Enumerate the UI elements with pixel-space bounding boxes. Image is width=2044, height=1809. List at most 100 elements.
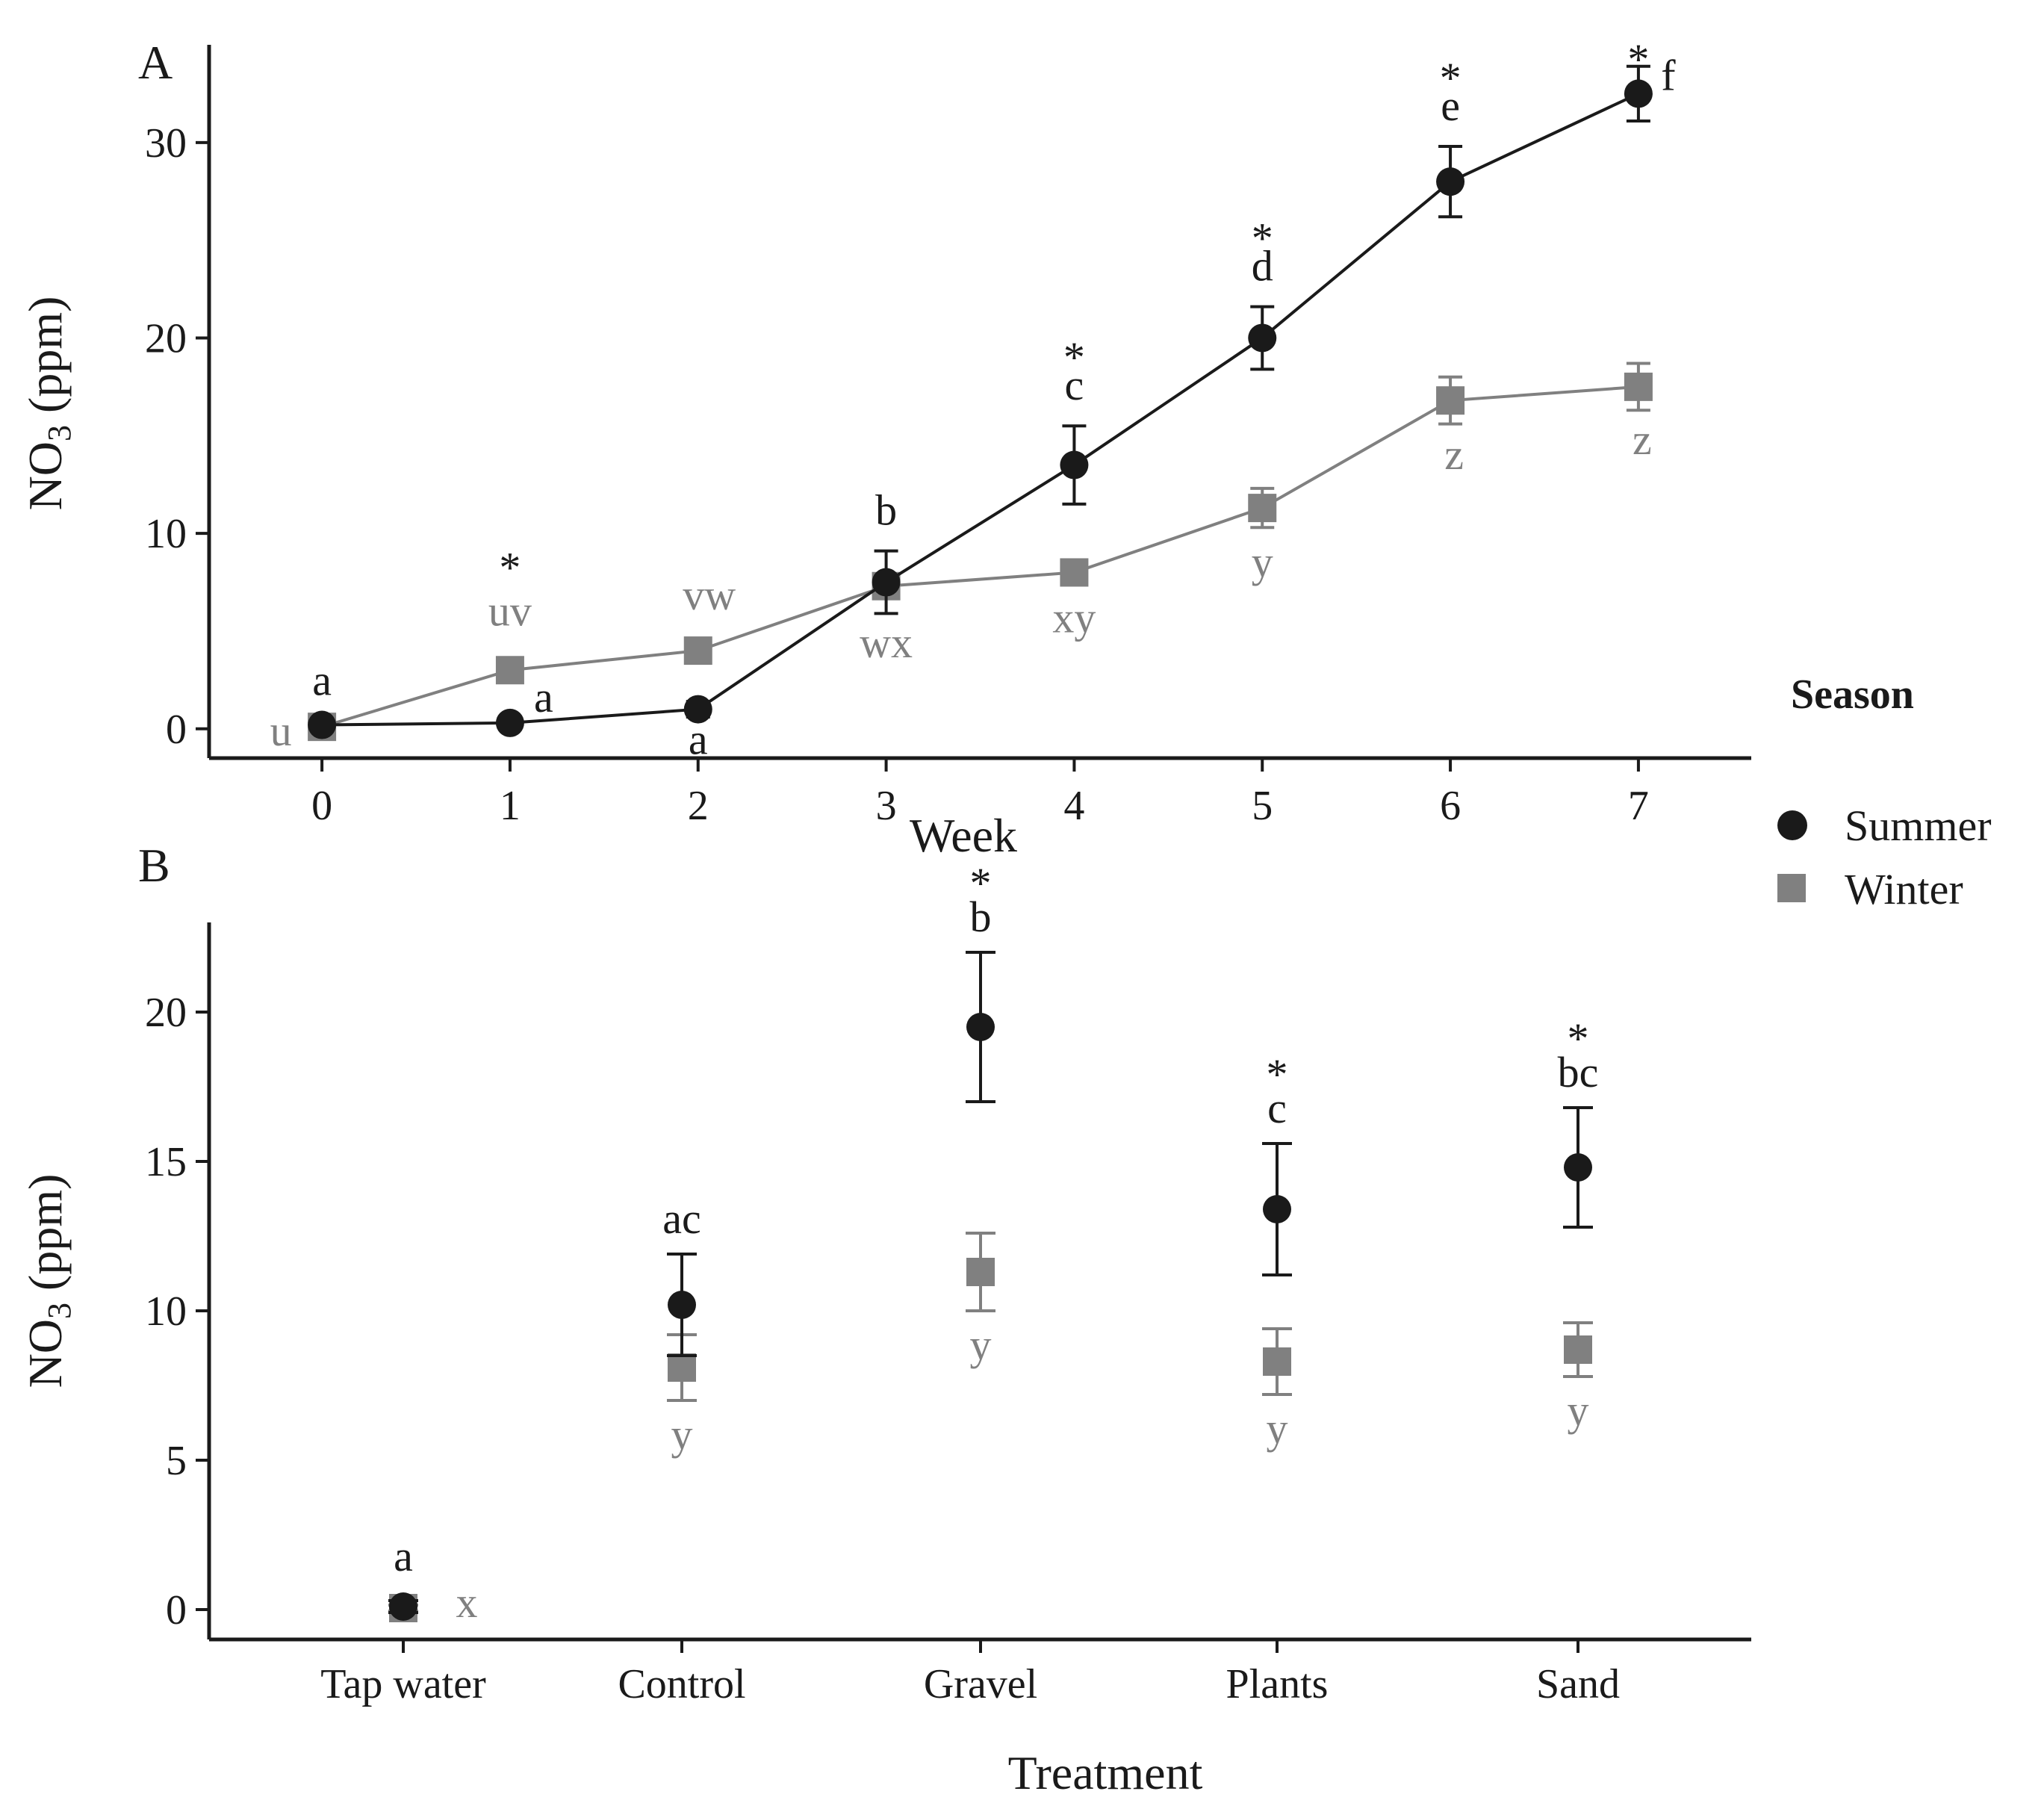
a-letter-winter: vw (683, 571, 736, 619)
a-point-summer (495, 708, 524, 737)
a-point-winter (683, 636, 712, 665)
b-letter-winter: y (1568, 1386, 1589, 1435)
b-xtick-label: Gravel (924, 1661, 1037, 1707)
b-point-summer (389, 1592, 417, 1621)
a-star-summer: * (1252, 214, 1273, 263)
b-point-summer (668, 1291, 696, 1319)
a-xtick-label: 4 (1063, 783, 1084, 829)
b-letter-winter: x (456, 1578, 478, 1627)
a-xtick-label: 6 (1440, 783, 1461, 829)
a-letter-winter: z (1444, 430, 1464, 479)
a-letter-summer: a (534, 673, 553, 722)
a-point-summer (1060, 450, 1089, 480)
b-point-summer (966, 1013, 995, 1041)
b-point-winter (966, 1258, 995, 1286)
legend-winter-marker (1777, 874, 1806, 902)
b-letter-summer: ac (662, 1194, 701, 1243)
a-line-winter (321, 385, 1639, 729)
b-ytick-label: 10 (145, 1288, 187, 1335)
a-star-summer: * (1063, 333, 1085, 382)
a-point-summer (1248, 323, 1277, 353)
a-point-winter (1436, 386, 1465, 415)
a-xtick-label: 7 (1628, 783, 1649, 829)
b-point-winter (1263, 1347, 1291, 1376)
a-letter-summer: e (1441, 81, 1460, 130)
panel-a-series (308, 64, 1653, 742)
b-star-summer: * (1568, 1014, 1589, 1063)
a-letter-summer: b (875, 486, 897, 535)
a-letter-winter: uv (488, 586, 532, 635)
b-letter-winter: y (1267, 1404, 1288, 1453)
a-point-summer (1436, 167, 1465, 196)
b-point-winter (1564, 1335, 1592, 1364)
panel-b: B 0 5 10 15 20 Tap water Control Gravel Plants S… (19, 839, 1751, 1799)
b-letter-summer: bc (1558, 1048, 1599, 1096)
a-letter-summer: d (1252, 242, 1273, 291)
legend-item-summer: Summer (1777, 801, 1992, 850)
b-ytick-label: 20 (145, 990, 187, 1036)
b-point-summer (1263, 1195, 1291, 1223)
a-ytick-label: 20 (145, 315, 187, 362)
legend-summer-marker (1777, 810, 1807, 840)
b-star-summer: * (1267, 1050, 1288, 1099)
a-xtick-label: 5 (1252, 783, 1273, 829)
a-letter-summer: c (1065, 361, 1084, 409)
a-point-winter (1248, 494, 1277, 523)
a-letter-winter: xy (1052, 593, 1096, 642)
panel-a-label: A (138, 36, 173, 89)
panel-b-y-ticks: 0 5 10 15 20 (145, 990, 209, 1633)
a-point-summer (683, 695, 712, 724)
a-letter-winter: z (1633, 415, 1652, 464)
a-star-summer: * (1627, 35, 1649, 84)
panel-b-x-ticks: Tap water Control Gravel Plants Sand (320, 1639, 1620, 1707)
panel-b-series (388, 951, 1593, 1622)
legend-winter-label: Winter (1845, 865, 1963, 913)
a-star-winter: * (499, 543, 521, 592)
panel-a-y-ticks: 0 10 20 30 (145, 120, 209, 753)
panel-b-label: B (138, 839, 170, 892)
a-ytick-label: 0 (166, 707, 187, 753)
a-point-winter (1624, 372, 1653, 401)
a-ytick-label: 10 (145, 511, 187, 557)
b-letter-summer: a (394, 1532, 413, 1580)
a-xtick-label: 3 (876, 783, 897, 829)
a-letter-summer: f (1661, 51, 1676, 99)
a-point-summer (872, 568, 901, 597)
b-ytick-label: 0 (166, 1587, 187, 1633)
legend-title: Season (1791, 671, 1914, 718)
a-letter-winter: wx (860, 618, 913, 667)
a-xtick-label: 0 (311, 783, 332, 829)
a-xtick-label: 2 (688, 783, 709, 829)
a-letter-summer: a (312, 656, 332, 704)
panel-a-x-title: Week (910, 809, 1017, 862)
b-xtick-label: Sand (1536, 1661, 1620, 1707)
legend-summer-label: Summer (1845, 801, 1992, 850)
a-point-winter (495, 656, 524, 685)
a-ytick-label: 30 (145, 120, 187, 167)
b-letter-winter: y (970, 1321, 992, 1369)
a-letter-summer: a (689, 716, 708, 764)
a-point-summer (1624, 79, 1653, 108)
b-ytick-label: 15 (145, 1139, 187, 1185)
b-xtick-label: Plants (1226, 1661, 1329, 1707)
b-xtick-label: Tap water (320, 1661, 486, 1707)
a-point-winter (1060, 558, 1089, 587)
panel-b-y-title: NO3 (ppm) (19, 1174, 78, 1388)
a-line-summer (322, 92, 1639, 727)
panel-b-x-title: Treatment (1008, 1746, 1203, 1799)
a-letter-winter: y (1252, 538, 1273, 586)
a-point-summer (308, 710, 337, 739)
b-letter-winter: y (671, 1410, 693, 1459)
b-letter-summer: b (970, 893, 992, 941)
a-letter-winter: u (270, 707, 292, 755)
legend-item-winter: Winter (1777, 865, 1963, 913)
legend: Season Summer Winter (1777, 671, 1992, 913)
b-star-summer: * (970, 859, 992, 907)
a-xtick-label: 1 (500, 783, 521, 829)
b-letter-summer: c (1267, 1084, 1287, 1132)
panel-a-y-title: NO3 (ppm) (19, 297, 78, 511)
b-xtick-label: Control (618, 1661, 745, 1707)
